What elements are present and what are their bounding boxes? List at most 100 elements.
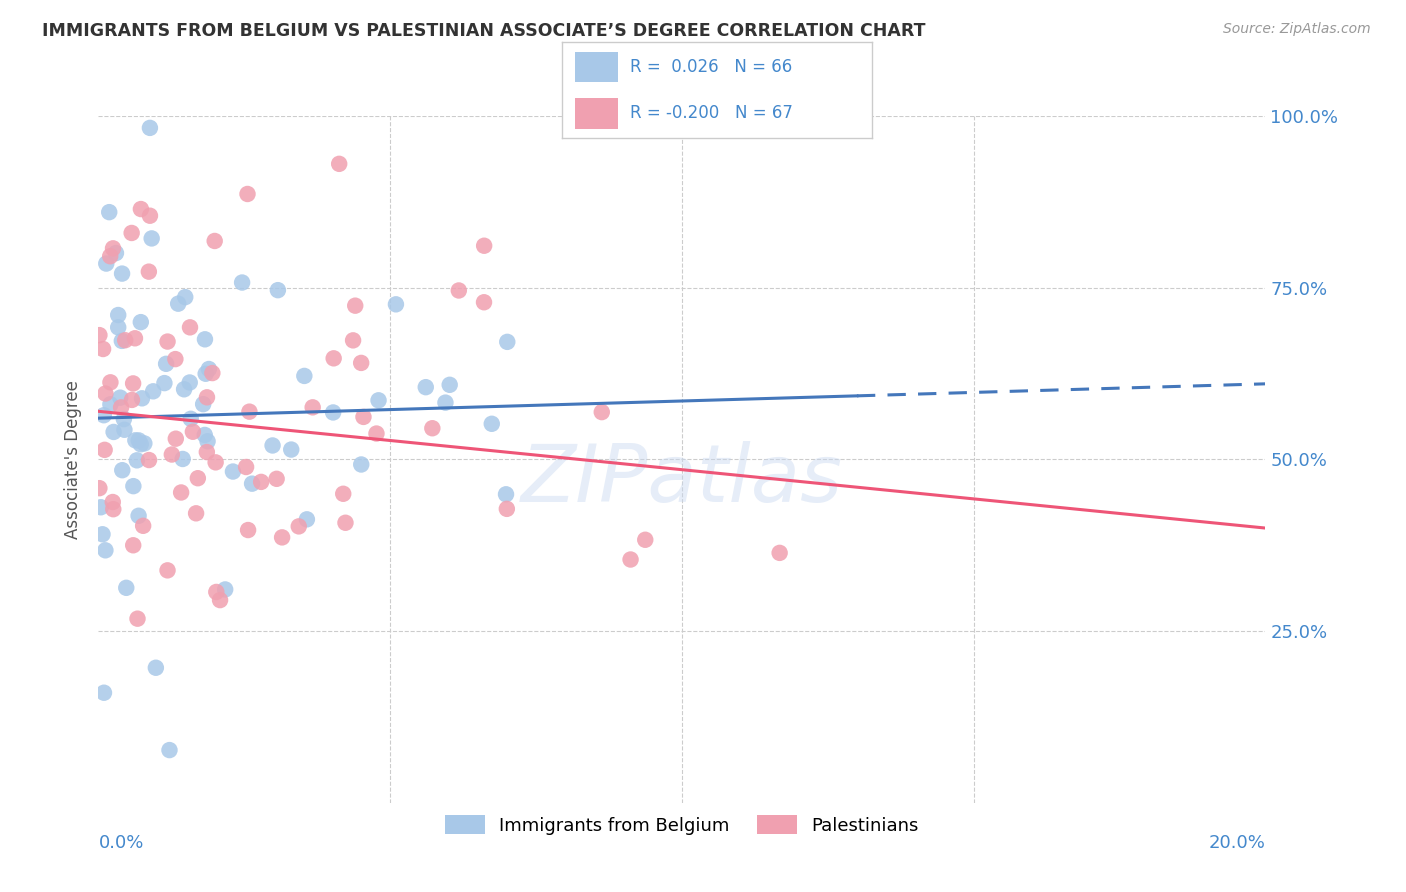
Point: [287, 519, 309, 533]
Point: [447, 284, 470, 298]
Text: 0.0%: 0.0%: [98, 834, 143, 852]
Point: [250, 475, 273, 489]
Point: [236, 186, 259, 201]
Point: [128, 508, 150, 523]
Point: [103, 425, 125, 439]
Point: [415, 380, 437, 394]
Point: [591, 405, 613, 419]
Point: [209, 593, 232, 607]
Point: [139, 120, 162, 135]
Point: [100, 397, 122, 411]
Point: [96, 256, 118, 270]
Point: [114, 333, 136, 347]
Point: [187, 471, 209, 485]
Point: [134, 436, 156, 450]
Point: [112, 423, 135, 437]
Point: [280, 442, 302, 457]
Point: [481, 417, 503, 431]
Point: [195, 390, 218, 404]
Point: [236, 523, 259, 537]
Point: [238, 405, 260, 419]
Point: [110, 391, 132, 405]
Point: [366, 426, 388, 441]
Point: [90, 500, 112, 515]
Y-axis label: Associate's Degree: Associate's Degree: [65, 380, 83, 539]
Point: [353, 409, 375, 424]
Point: [91, 527, 114, 541]
Point: [122, 376, 145, 391]
Point: [267, 283, 290, 297]
Point: [141, 231, 163, 245]
Point: [132, 518, 155, 533]
Point: [434, 395, 457, 409]
Point: [222, 465, 245, 479]
Point: [332, 487, 354, 501]
Point: [271, 530, 294, 544]
Point: [98, 249, 121, 263]
Point: [204, 234, 226, 248]
Point: [292, 368, 315, 383]
Point: [91, 342, 114, 356]
Point: [181, 425, 204, 439]
Point: [153, 376, 176, 390]
Point: [472, 238, 495, 252]
Point: [198, 362, 221, 376]
Point: [350, 356, 373, 370]
Point: [328, 157, 350, 171]
Point: [101, 495, 124, 509]
Point: [155, 357, 177, 371]
Point: [205, 585, 228, 599]
Point: [769, 546, 792, 560]
Point: [262, 438, 284, 452]
Point: [179, 376, 201, 390]
Legend: Immigrants from Belgium, Palestinians: Immigrants from Belgium, Palestinians: [439, 807, 925, 842]
Point: [110, 401, 132, 415]
Point: [93, 408, 115, 422]
Point: [131, 392, 153, 406]
Point: [103, 502, 125, 516]
Point: [194, 367, 217, 381]
Point: [112, 412, 135, 426]
Point: [201, 366, 224, 380]
Point: [145, 661, 167, 675]
Point: [156, 334, 179, 349]
Text: R =  0.026   N = 66: R = 0.026 N = 66: [630, 58, 793, 76]
Point: [111, 463, 134, 477]
Point: [93, 442, 115, 457]
Point: [128, 434, 150, 448]
Point: [322, 351, 344, 366]
Point: [115, 581, 138, 595]
Point: [111, 267, 134, 281]
Point: [139, 209, 162, 223]
Point: [129, 315, 152, 329]
Text: Source: ZipAtlas.com: Source: ZipAtlas.com: [1223, 22, 1371, 37]
Point: [165, 432, 187, 446]
Text: IMMIGRANTS FROM BELGIUM VS PALESTINIAN ASSOCIATE’S DEGREE CORRELATION CHART: IMMIGRANTS FROM BELGIUM VS PALESTINIAN A…: [42, 22, 925, 40]
Point: [111, 334, 134, 348]
Point: [172, 452, 194, 467]
Point: [197, 434, 219, 449]
Point: [174, 290, 197, 304]
Point: [159, 743, 181, 757]
Point: [322, 405, 344, 419]
Point: [295, 512, 318, 526]
Point: [342, 334, 364, 348]
Bar: [575, 98, 619, 128]
Point: [160, 448, 183, 462]
Text: R = -0.200   N = 67: R = -0.200 N = 67: [630, 104, 793, 122]
Point: [107, 308, 129, 322]
Point: [204, 455, 226, 469]
Point: [240, 476, 263, 491]
Point: [634, 533, 657, 547]
Text: 20.0%: 20.0%: [1209, 834, 1265, 852]
Point: [439, 377, 461, 392]
Point: [127, 612, 149, 626]
Point: [124, 434, 146, 448]
Point: [100, 376, 122, 390]
Point: [122, 538, 145, 552]
Point: [194, 428, 217, 442]
Point: [180, 412, 202, 426]
Point: [89, 481, 111, 495]
Point: [138, 453, 160, 467]
Point: [173, 382, 195, 396]
